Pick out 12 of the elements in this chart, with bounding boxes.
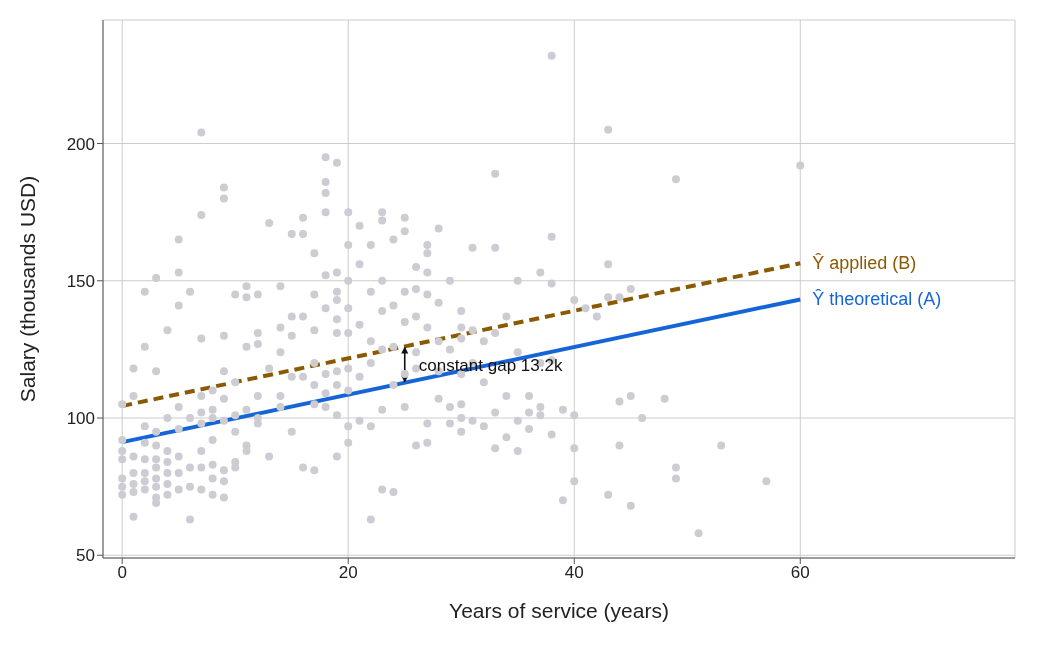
x-tick-label: 40 (564, 563, 584, 583)
y-tick-label: 100 (66, 409, 95, 429)
y-tick-label: 50 (76, 546, 95, 566)
series-label: Ŷ theoretical (A) (812, 289, 942, 310)
x-tick-label: 0 (117, 563, 127, 583)
series-label: Ŷ applied (B) (812, 253, 917, 274)
x-tick-label: 20 (338, 563, 358, 583)
y-tick-label: 150 (66, 271, 95, 291)
x-axis-title: Years of service (years) (449, 599, 669, 622)
x-tick-label: 60 (790, 563, 810, 583)
y-tick-label: 200 (66, 134, 95, 154)
y-axis-title: Salary (thousands USD) (16, 175, 40, 403)
